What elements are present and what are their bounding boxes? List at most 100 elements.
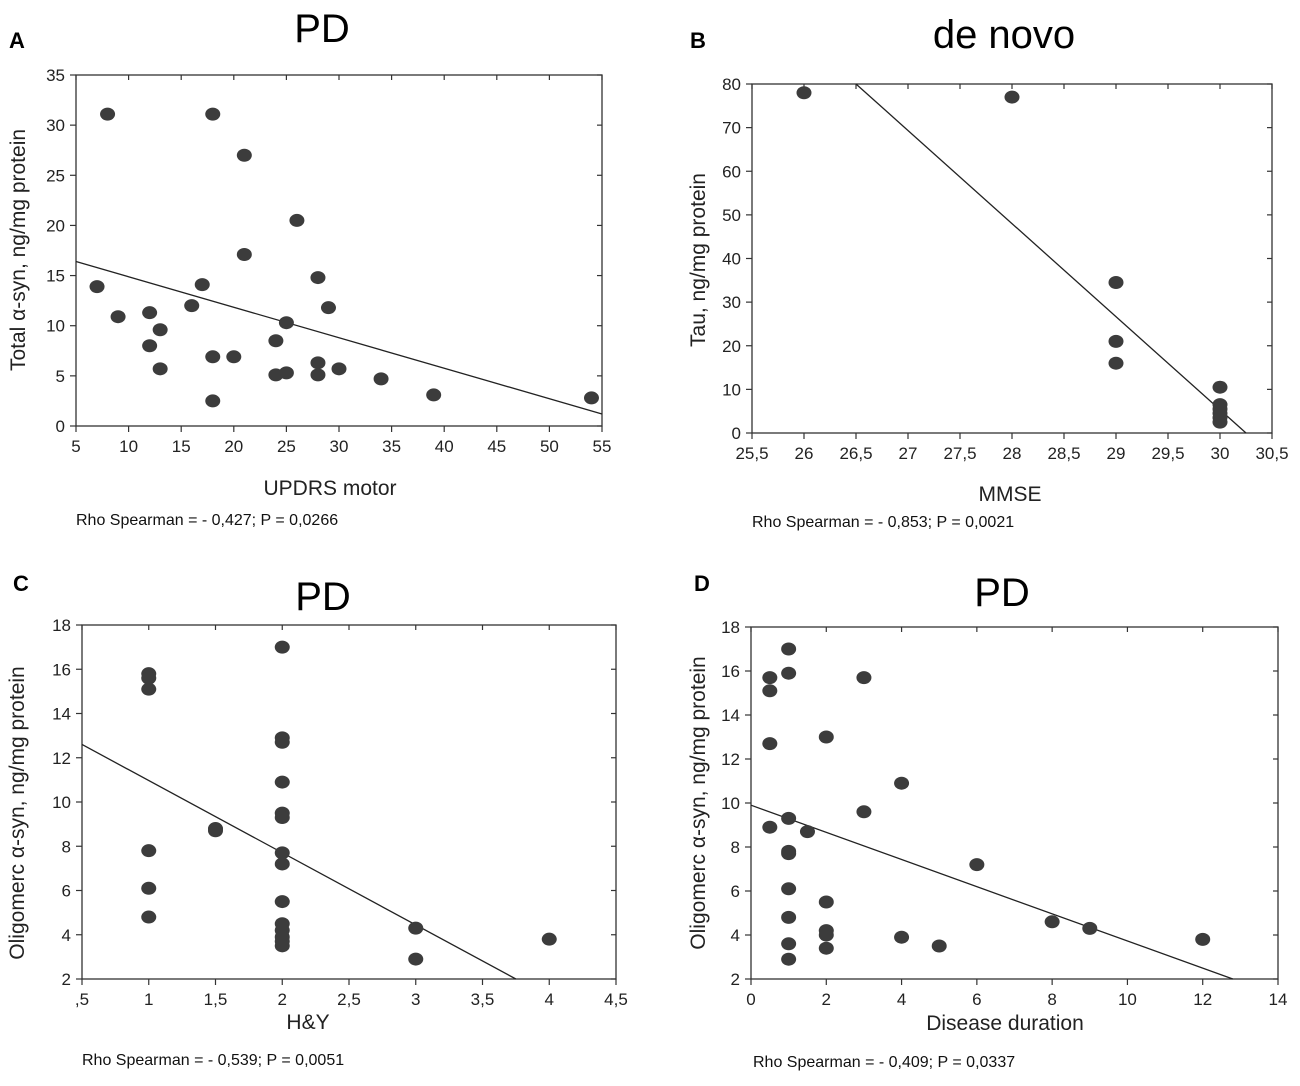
data-point [289,213,305,227]
x-tick-label: 1 [144,990,153,1009]
x-tick-label: 30 [1211,444,1230,463]
data-point [781,666,797,680]
chart-c: C PD ,5 1 1,5 2 2,5 3 3,5 4 4,5 2 4 6 8 10 12 14 16 18 H&Y Ol… [6,571,628,1069]
regression-line [75,260,603,415]
data-point [1108,356,1124,370]
data-point [310,368,326,382]
data-point [894,776,910,790]
panel-letter: A [9,28,25,53]
y-tick-label: 2 [731,970,740,989]
data-point [236,148,252,162]
data-point [205,107,221,121]
y-tick-label: 60 [722,162,741,181]
data-point [1108,334,1124,348]
data-point [781,642,797,656]
data-point [110,310,126,324]
data-point [781,882,797,896]
y-tick-label: 25 [46,166,65,185]
x-tick-label: 29 [1107,444,1126,463]
x-tick-label: ,5 [75,990,89,1009]
data-point [796,86,812,100]
data-point [274,775,290,789]
data-point [205,394,221,408]
y-tick-label: 18 [52,616,71,635]
data-point [1004,90,1020,104]
data-point [141,682,157,696]
x-tick-label: 26 [795,444,814,463]
x-tick-label: 28 [1003,444,1022,463]
data-point [310,356,326,370]
data-point [274,857,290,871]
data-point [1212,380,1228,394]
data-point [274,735,290,749]
y-tick-label: 10 [722,380,741,399]
data-point [781,847,797,861]
x-axis-label: H&Y [286,1011,329,1034]
y-axis-label: Tau, ng/mg protein [687,173,710,347]
chart-title: PD [295,575,351,619]
x-tick-label: 4 [545,990,554,1009]
data-point [274,939,290,953]
x-tick-label: 45 [487,437,506,456]
data-point [152,362,168,376]
data-point [818,928,834,942]
stat-label: Rho Spearman = - 0,539; P = 0,0051 [82,1052,344,1069]
data-point [184,299,200,313]
data-point [408,921,424,935]
data-point [931,939,947,953]
data-point [781,910,797,924]
y-tick-label: 50 [722,206,741,225]
x-tick-label: 12 [1193,990,1212,1009]
y-tick-label: 10 [721,794,740,813]
y-tick-label: 30 [46,116,65,135]
regression-line [855,83,1247,434]
data-point [236,248,252,262]
data-point [426,388,442,402]
y-tick-label: 16 [721,662,740,681]
y-tick-label: 16 [52,660,71,679]
y-tick-label: 20 [46,216,65,235]
data-point [310,271,326,285]
y-tick-label: 8 [62,837,71,856]
x-tick-label: 27,5 [943,444,976,463]
x-tick-label: 6 [972,990,981,1009]
x-tick-label: 14 [1269,990,1288,1009]
data-point [274,895,290,909]
data-point [142,339,158,353]
x-tick-label: 26,5 [839,444,872,463]
data-point [762,671,778,685]
y-axis-label: Oligomerc α-syn, ng/mg protein [687,656,710,949]
chart-title: PD [974,571,1030,615]
y-tick-label: 10 [52,793,71,812]
y-tick-label: 4 [62,926,71,945]
data-point [818,941,834,955]
stat-label: Rho Spearman = - 0,427; P = 0,0266 [76,512,338,529]
panel-d: D PD 0 2 4 6 8 10 12 14 2 4 6 8 10 12 14 16 18 Disease dura… [650,543,1300,1086]
chart-title: de novo [933,13,1075,57]
y-tick-label: 0 [732,424,741,443]
y-tick-label: 2 [62,970,71,989]
x-tick-label: 27 [899,444,918,463]
x-tick-label: 5 [71,437,80,456]
x-tick-label: 8 [1047,990,1056,1009]
y-tick-label: 40 [722,250,741,269]
data-point [1082,921,1098,935]
data-point [1212,415,1228,429]
x-tick-label: 28,5 [1047,444,1080,463]
data-point [541,932,557,946]
y-tick-label: 10 [46,317,65,336]
data-point [762,684,778,698]
x-tick-label: 35 [382,437,401,456]
x-tick-label: 3 [411,990,420,1009]
data-point [100,107,116,121]
y-tick-label: 8 [731,838,740,857]
data-point [89,280,105,294]
y-axis-label: Oligomerc α-syn, ng/mg protein [6,666,29,959]
panel-a: A PD 5 10 15 20 25 30 35 40 45 50 55 0 5 10 15 20 25 30 35 UP… [0,0,650,543]
data-point [1195,932,1211,946]
x-tick-label: 2 [822,990,831,1009]
y-tick-label: 20 [722,337,741,356]
x-tick-label: 50 [540,437,559,456]
x-tick-label: 4 [897,990,906,1009]
